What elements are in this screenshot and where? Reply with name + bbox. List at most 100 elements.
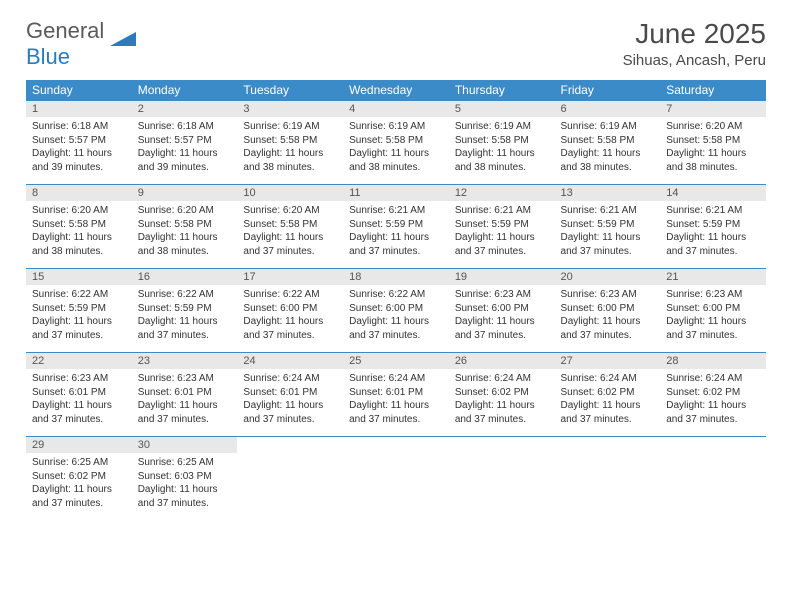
sunrise-text: Sunrise: 6:21 AM [666,205,742,216]
day-content-cell: Sunrise: 6:22 AMSunset: 5:59 PMDaylight:… [26,285,132,353]
sunrise-text: Sunrise: 6:18 AM [138,121,214,132]
sunrise-text: Sunrise: 6:24 AM [349,373,425,384]
weekday-header: Thursday [449,80,555,101]
daylight-text: Daylight: 11 hours and 37 minutes. [561,232,641,257]
day-content-cell: Sunrise: 6:18 AMSunset: 5:57 PMDaylight:… [132,117,238,185]
sunset-text: Sunset: 5:58 PM [243,219,317,230]
daylight-text: Daylight: 11 hours and 37 minutes. [138,316,218,341]
sunrise-text: Sunrise: 6:19 AM [349,121,425,132]
sunrise-text: Sunrise: 6:19 AM [243,121,319,132]
sunrise-text: Sunrise: 6:20 AM [32,205,108,216]
header: General Blue June 2025 Sihuas, Ancash, P… [26,18,766,70]
day-content-cell: Sunrise: 6:20 AMSunset: 5:58 PMDaylight:… [237,201,343,269]
sunrise-text: Sunrise: 6:20 AM [138,205,214,216]
sunset-text: Sunset: 5:58 PM [455,135,529,146]
daylight-text: Daylight: 11 hours and 37 minutes. [349,316,429,341]
daylight-text: Daylight: 11 hours and 39 minutes. [138,148,218,173]
daylight-text: Daylight: 11 hours and 38 minutes. [349,148,429,173]
day-number-cell: 6 [555,101,661,117]
sunset-text: Sunset: 6:00 PM [666,303,740,314]
day-number-cell: 17 [237,269,343,285]
day-content-cell: Sunrise: 6:20 AMSunset: 5:58 PMDaylight:… [26,201,132,269]
daylight-text: Daylight: 11 hours and 38 minutes. [243,148,323,173]
day-number-cell [660,437,766,453]
sunrise-text: Sunrise: 6:23 AM [666,289,742,300]
daylight-text: Daylight: 11 hours and 38 minutes. [561,148,641,173]
day-content-cell: Sunrise: 6:24 AM Sunset: 6:02 PM Daylight:… [555,369,661,437]
daylight-text: Daylight: 11 hours and 37 minutes. [32,484,112,509]
daylight-text: Daylight: 11 hours and 37 minutes. [666,400,746,425]
day-number-cell: 2 [132,101,238,117]
day-content-cell: Sunrise: 6:22 AMSunset: 6:00 PMDaylight:… [237,285,343,353]
sunset-text: Sunset: 5:58 PM [138,219,212,230]
day-number-cell: 30 [132,437,238,453]
sunset-text: Sunset: 5:58 PM [561,135,635,146]
sunset-text: Sunset: 6:02 PM [561,387,635,398]
day-number-cell [449,437,555,453]
day-content-cell: Sunrise: 6:23 AMSunset: 6:00 PMDaylight:… [555,285,661,353]
daylight-text: Daylight: 11 hours and 37 minutes. [32,316,112,341]
calendar-body: 1234567Sunrise: 6:18 AMSunset: 5:57 PMDa… [26,101,766,521]
day-number-cell: 4 [343,101,449,117]
day-number-cell: 8 [26,185,132,201]
daylight-text: Daylight: 11 hours and 37 minutes. [455,316,535,341]
day-number-cell: 7 [660,101,766,117]
day-number-cell: 20 [555,269,661,285]
day-number-row: 22232425262728 [26,353,766,369]
day-number-cell: 13 [555,185,661,201]
day-content-cell: Sunrise: 6:24 AMSunset: 6:01 PMDaylight:… [343,369,449,437]
day-number-cell [343,437,449,453]
sunset-text: Sunset: 5:58 PM [349,135,423,146]
day-number-cell: 24 [237,353,343,369]
day-content-cell: Sunrise: 6:24 AMSunset: 6:01 PMDaylight:… [237,369,343,437]
sunset-text: Sunset: 5:59 PM [349,219,423,230]
day-number-row: 1234567 [26,101,766,117]
sunset-text: Sunset: 6:00 PM [455,303,529,314]
weekday-header-row: SundayMondayTuesdayWednesdayThursdayFrid… [26,80,766,101]
daylight-text: Daylight: 11 hours and 38 minutes. [138,232,218,257]
day-content-row: Sunrise: 6:25 AM Sunset: 6:02 PM Daylight:… [26,453,766,520]
sunset-text: Sunset: 6:01 PM [243,387,317,398]
day-number-cell: 28 [660,353,766,369]
weekday-header: Sunday [26,80,132,101]
weekday-header: Saturday [660,80,766,101]
sunrise-text: Sunrise: 6:25 AM [32,457,108,468]
day-content-cell: Sunrise: 6:21 AMSunset: 5:59 PMDaylight:… [343,201,449,269]
daylight-text: Daylight: 11 hours and 38 minutes. [666,148,746,173]
logo-text-blue: Blue [26,44,70,69]
sunset-text: Sunset: 5:59 PM [138,303,212,314]
sunrise-text: Sunrise: 6:22 AM [138,289,214,300]
title-block: June 2025 Sihuas, Ancash, Peru [623,18,766,69]
day-content-row: Sunrise: 6:20 AM Sunset: 5:58 PM Daylight:… [26,201,766,269]
day-number-cell: 15 [26,269,132,285]
day-content-cell: Sunrise: 6:20 AM Sunset: 5:58 PM Daylight:… [132,201,238,269]
sunset-text: Sunset: 6:01 PM [349,387,423,398]
day-content-cell: Sunrise: 6:23 AMSunset: 6:01 PMDaylight:… [26,369,132,437]
daylight-text: Daylight: 11 hours and 37 minutes. [243,232,323,257]
weekday-header: Tuesday [237,80,343,101]
sunrise-text: Sunrise: 6:19 AM [561,121,637,132]
day-content-cell: Sunrise: 6:21 AMSunset: 5:59 PMDaylight:… [555,201,661,269]
daylight-text: Daylight: 11 hours and 37 minutes. [561,400,641,425]
sunrise-text: Sunrise: 6:23 AM [138,373,214,384]
day-content-cell: Sunrise: 6:22 AM Sunset: 5:59 PM Daylight:… [132,285,238,353]
logo-text-general: General [26,18,104,43]
sunset-text: Sunset: 5:59 PM [666,219,740,230]
sunrise-text: Sunrise: 6:24 AM [561,373,637,384]
day-content-cell: Sunrise: 6:21 AMSunset: 5:59 PMDaylight:… [660,201,766,269]
day-content-row: Sunrise: 6:23 AM Sunset: 6:01 PM Daylight:… [26,369,766,437]
day-content-cell: Sunrise: 6:20 AMSunset: 5:58 PMDaylight:… [660,117,766,185]
daylight-text: Daylight: 11 hours and 38 minutes. [32,232,112,257]
sunrise-text: Sunrise: 6:23 AM [32,373,108,384]
sunrise-text: Sunrise: 6:20 AM [666,121,742,132]
sunset-text: Sunset: 5:57 PM [32,135,106,146]
day-number-cell: 10 [237,185,343,201]
sunset-text: Sunset: 6:03 PM [138,471,212,482]
day-content-cell [660,453,766,520]
sunset-text: Sunset: 6:02 PM [32,471,106,482]
weekday-header: Friday [555,80,661,101]
day-content-cell: Sunrise: 6:22 AMSunset: 6:00 PMDaylight:… [343,285,449,353]
sunset-text: Sunset: 5:59 PM [455,219,529,230]
day-content-cell: Sunrise: 6:23 AMSunset: 6:01 PMDaylight:… [132,369,238,437]
day-number-cell: 16 [132,269,238,285]
